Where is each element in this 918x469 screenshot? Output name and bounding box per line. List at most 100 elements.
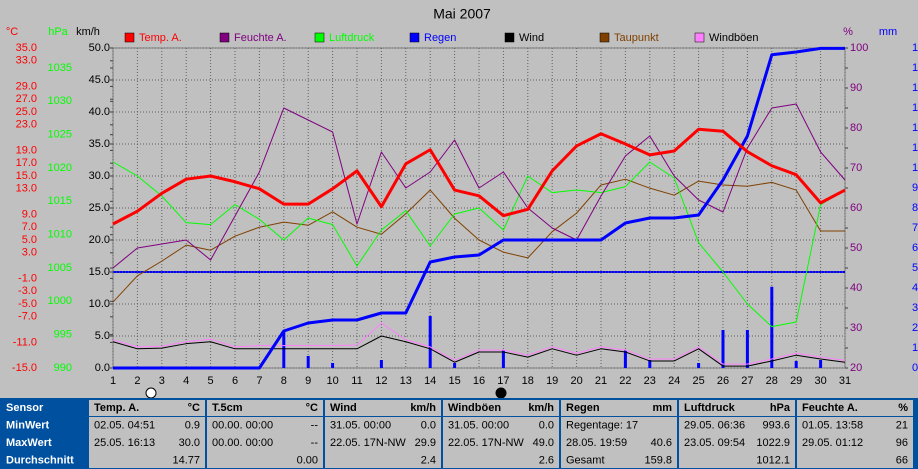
legend-label: Taupunkt (614, 32, 659, 44)
y-tick-label: 35.0 (89, 138, 110, 150)
x-tick-label: 16 (473, 375, 485, 387)
y-tick-label: 1005 (48, 262, 72, 274)
row-label: Durchschnitt (6, 454, 74, 466)
column-header: Feuchte A. (802, 402, 858, 414)
axis-unit: hPa (48, 26, 68, 38)
row-label: MinWert (6, 419, 50, 431)
y-tick-label: 160.0 (912, 42, 918, 54)
table-value: 49.0 (533, 437, 554, 449)
y-tick-label: 29.0 (16, 80, 37, 92)
column-header: Windböen (448, 402, 501, 414)
y-tick-label: 23.0 (16, 119, 37, 131)
y-tick-label: 140.0 (912, 82, 918, 94)
y-tick-label: -15.0 (12, 362, 37, 374)
table-cell (679, 400, 795, 468)
y-tick-label: 1020 (48, 162, 72, 174)
table-value: 22.05. 17N-NW (330, 437, 406, 449)
legend-swatch (314, 32, 325, 43)
x-tick-label: 17 (497, 375, 509, 387)
x-tick-label: 27 (741, 375, 753, 387)
x-tick-label: 21 (595, 375, 607, 387)
axis-unit: mm (879, 26, 897, 38)
x-tick-label: 7 (256, 375, 262, 387)
legend-label: Regen (424, 32, 456, 44)
y-tick-label: 35.0 (16, 42, 37, 54)
legend-label: Temp. A. (139, 32, 182, 44)
y-tick-label: 1035 (48, 62, 72, 74)
table-value: 993.6 (762, 419, 790, 431)
rain-bar (453, 363, 457, 368)
axis-unit: km/h (76, 26, 100, 38)
table-value: 96 (896, 437, 908, 449)
x-tick-label: 13 (400, 375, 412, 387)
y-tick-label: 25.0 (16, 106, 37, 118)
legend-label: Wind (519, 32, 544, 44)
legend-swatch (219, 32, 230, 43)
table-cell (797, 400, 913, 468)
y-tick-label: 80 (850, 122, 862, 134)
rain-bar (819, 360, 823, 368)
y-tick-label: 1015 (48, 195, 72, 207)
rain-bar (428, 316, 432, 368)
table-value: Gesamt (566, 454, 605, 466)
table-cell (325, 400, 441, 468)
y-tick-label: 10.0 (89, 298, 110, 310)
y-tick-label: 17.0 (16, 157, 37, 169)
table-value: Regentage: 17 (566, 419, 638, 431)
x-tick-label: 14 (424, 375, 436, 387)
y-tick-label: 0.0 (912, 362, 918, 374)
table-value: 22.05. 17N-NW (448, 437, 524, 449)
row-label: Sensor (6, 402, 44, 414)
rain-bar (501, 350, 505, 368)
x-tick-label: 5 (208, 375, 214, 387)
y-tick-label: 20.0 (912, 322, 918, 334)
rain-bar (770, 286, 774, 368)
x-tick-label: 8 (281, 375, 287, 387)
y-tick-label: -1.0 (18, 272, 37, 284)
row-label: MaxWert (6, 437, 52, 449)
rain-bar (745, 330, 749, 368)
y-tick-label: 70.0 (912, 222, 918, 234)
rain-bar (623, 350, 627, 368)
column-header: T.5cm (212, 402, 243, 414)
x-tick-label: 23 (644, 375, 656, 387)
column-header: Regen (566, 402, 600, 414)
table-value: 2.6 (539, 454, 554, 466)
y-tick-label: 15.0 (89, 266, 110, 278)
y-tick-label: 19.0 (16, 144, 37, 156)
x-tick-label: 18 (522, 375, 534, 387)
x-tick-label: 12 (375, 375, 387, 387)
y-tick-label: 90.0 (912, 182, 918, 194)
table-value: 30.0 (179, 437, 200, 449)
y-tick-label: -5.0 (18, 298, 37, 310)
series-line (113, 46, 845, 370)
table-value: 02.05. 04:51 (94, 419, 155, 431)
x-tick-label: 4 (183, 375, 189, 387)
legend-swatch (409, 32, 420, 43)
table-value: 21 (896, 419, 908, 431)
x-tick-label: 24 (668, 375, 680, 387)
legend-swatch (124, 32, 135, 43)
legend-label: Luftdruck (329, 32, 375, 44)
y-tick-label: 9.0 (22, 208, 37, 220)
column-unit: hPa (770, 402, 791, 414)
rain-bar (794, 361, 798, 368)
y-tick-label: 100.0 (912, 162, 918, 174)
table-value: 40.6 (651, 437, 672, 449)
y-tick-label: 40 (850, 282, 862, 294)
table-value: -- (311, 419, 319, 431)
y-tick-label: 13.0 (16, 183, 37, 195)
x-tick-label: 11 (351, 375, 362, 387)
rain-bar (648, 360, 652, 368)
y-tick-label: 30 (850, 322, 862, 334)
y-tick-label: 45.0 (89, 74, 110, 86)
rain-bar (331, 363, 335, 368)
table-value: 2.4 (421, 454, 436, 466)
y-tick-label: -3.0 (18, 285, 37, 297)
table-cell (89, 400, 205, 468)
legend-swatch (694, 32, 705, 43)
y-tick-label: 120.0 (912, 122, 918, 134)
table-value: 31.05. 00:00 (448, 419, 509, 431)
y-tick-label: 1010 (48, 229, 72, 241)
